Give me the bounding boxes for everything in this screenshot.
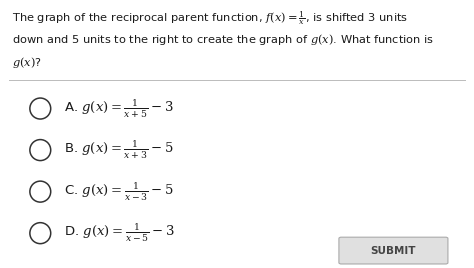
Text: C. $g(x) = \frac{1}{x-3} - 5$: C. $g(x) = \frac{1}{x-3} - 5$ bbox=[64, 181, 173, 203]
Text: $g(x)$?: $g(x)$? bbox=[12, 55, 42, 70]
Text: The graph of the reciprocal parent function, $f(x) = \frac{1}{x}$, is shifted 3 : The graph of the reciprocal parent funct… bbox=[12, 9, 408, 28]
Text: B. $g(x) = \frac{1}{x+3} - 5$: B. $g(x) = \frac{1}{x+3} - 5$ bbox=[64, 139, 173, 161]
Text: A. $g(x) = \frac{1}{x+5} - 3$: A. $g(x) = \frac{1}{x+5} - 3$ bbox=[64, 98, 173, 120]
Text: SUBMIT: SUBMIT bbox=[371, 245, 416, 256]
Text: down and 5 units to the right to create the graph of $g(x)$. What function is: down and 5 units to the right to create … bbox=[12, 32, 434, 47]
FancyBboxPatch shape bbox=[339, 237, 448, 264]
Text: D. $g(x) = \frac{1}{x-5} - 3$: D. $g(x) = \frac{1}{x-5} - 3$ bbox=[64, 222, 175, 244]
